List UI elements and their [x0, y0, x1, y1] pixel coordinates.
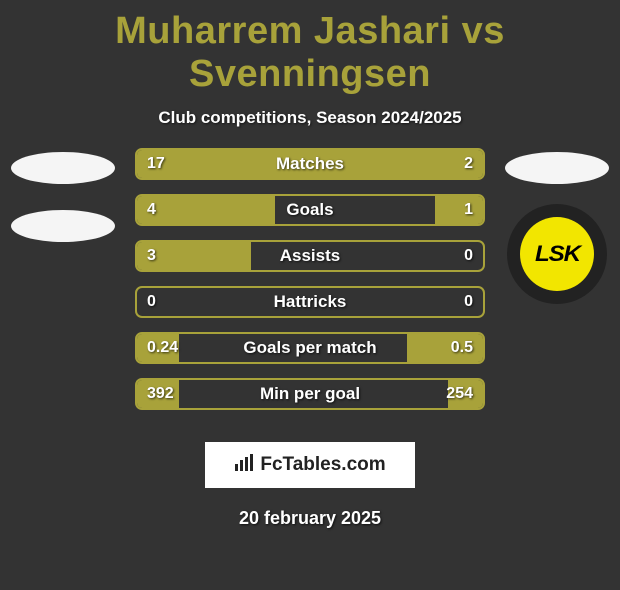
- stat-value-right: 0.5: [451, 334, 473, 362]
- right-club-badge: LSK: [507, 204, 607, 304]
- stat-label: Assists: [137, 242, 483, 270]
- stat-row: 3 Assists 0: [135, 240, 485, 272]
- stat-row: 0.24 Goals per match 0.5: [135, 332, 485, 364]
- stat-label: Hattricks: [137, 288, 483, 316]
- stat-label: Goals per match: [137, 334, 483, 362]
- brand-box: FcTables.com: [205, 442, 415, 488]
- stat-label: Min per goal: [137, 380, 483, 408]
- stat-row: 392 Min per goal 254: [135, 378, 485, 410]
- right-badge-1: [505, 152, 609, 184]
- stat-row: 4 Goals 1: [135, 194, 485, 226]
- date-text: 20 february 2025: [0, 508, 620, 529]
- left-badge-1: [11, 152, 115, 184]
- stat-value-right: 2: [464, 150, 473, 178]
- page-title: Muharrem Jashari vs Svenningsen: [0, 10, 620, 96]
- comparison-panel: LSK 17 Matches 2 4 Goals 1 3 Assists 0: [0, 148, 620, 428]
- brand-text: FcTables.com: [260, 454, 385, 476]
- stat-value-right: 1: [464, 196, 473, 224]
- right-club-label: LSK: [534, 241, 579, 267]
- stat-row: 0 Hattricks 0: [135, 286, 485, 318]
- stat-value-right: 254: [446, 380, 473, 408]
- right-player-badges: LSK: [502, 148, 612, 304]
- stats-bars: 17 Matches 2 4 Goals 1 3 Assists 0 0 Hat…: [135, 148, 485, 424]
- stat-row: 17 Matches 2: [135, 148, 485, 180]
- stat-label: Matches: [137, 150, 483, 178]
- chart-icon: [234, 454, 254, 477]
- stat-value-right: 0: [464, 242, 473, 270]
- subtitle: Club competitions, Season 2024/2025: [0, 108, 620, 128]
- left-badge-2: [11, 210, 115, 242]
- left-player-badges: [8, 148, 118, 254]
- stat-label: Goals: [137, 196, 483, 224]
- right-club-inner: LSK: [520, 217, 594, 291]
- stat-value-right: 0: [464, 288, 473, 316]
